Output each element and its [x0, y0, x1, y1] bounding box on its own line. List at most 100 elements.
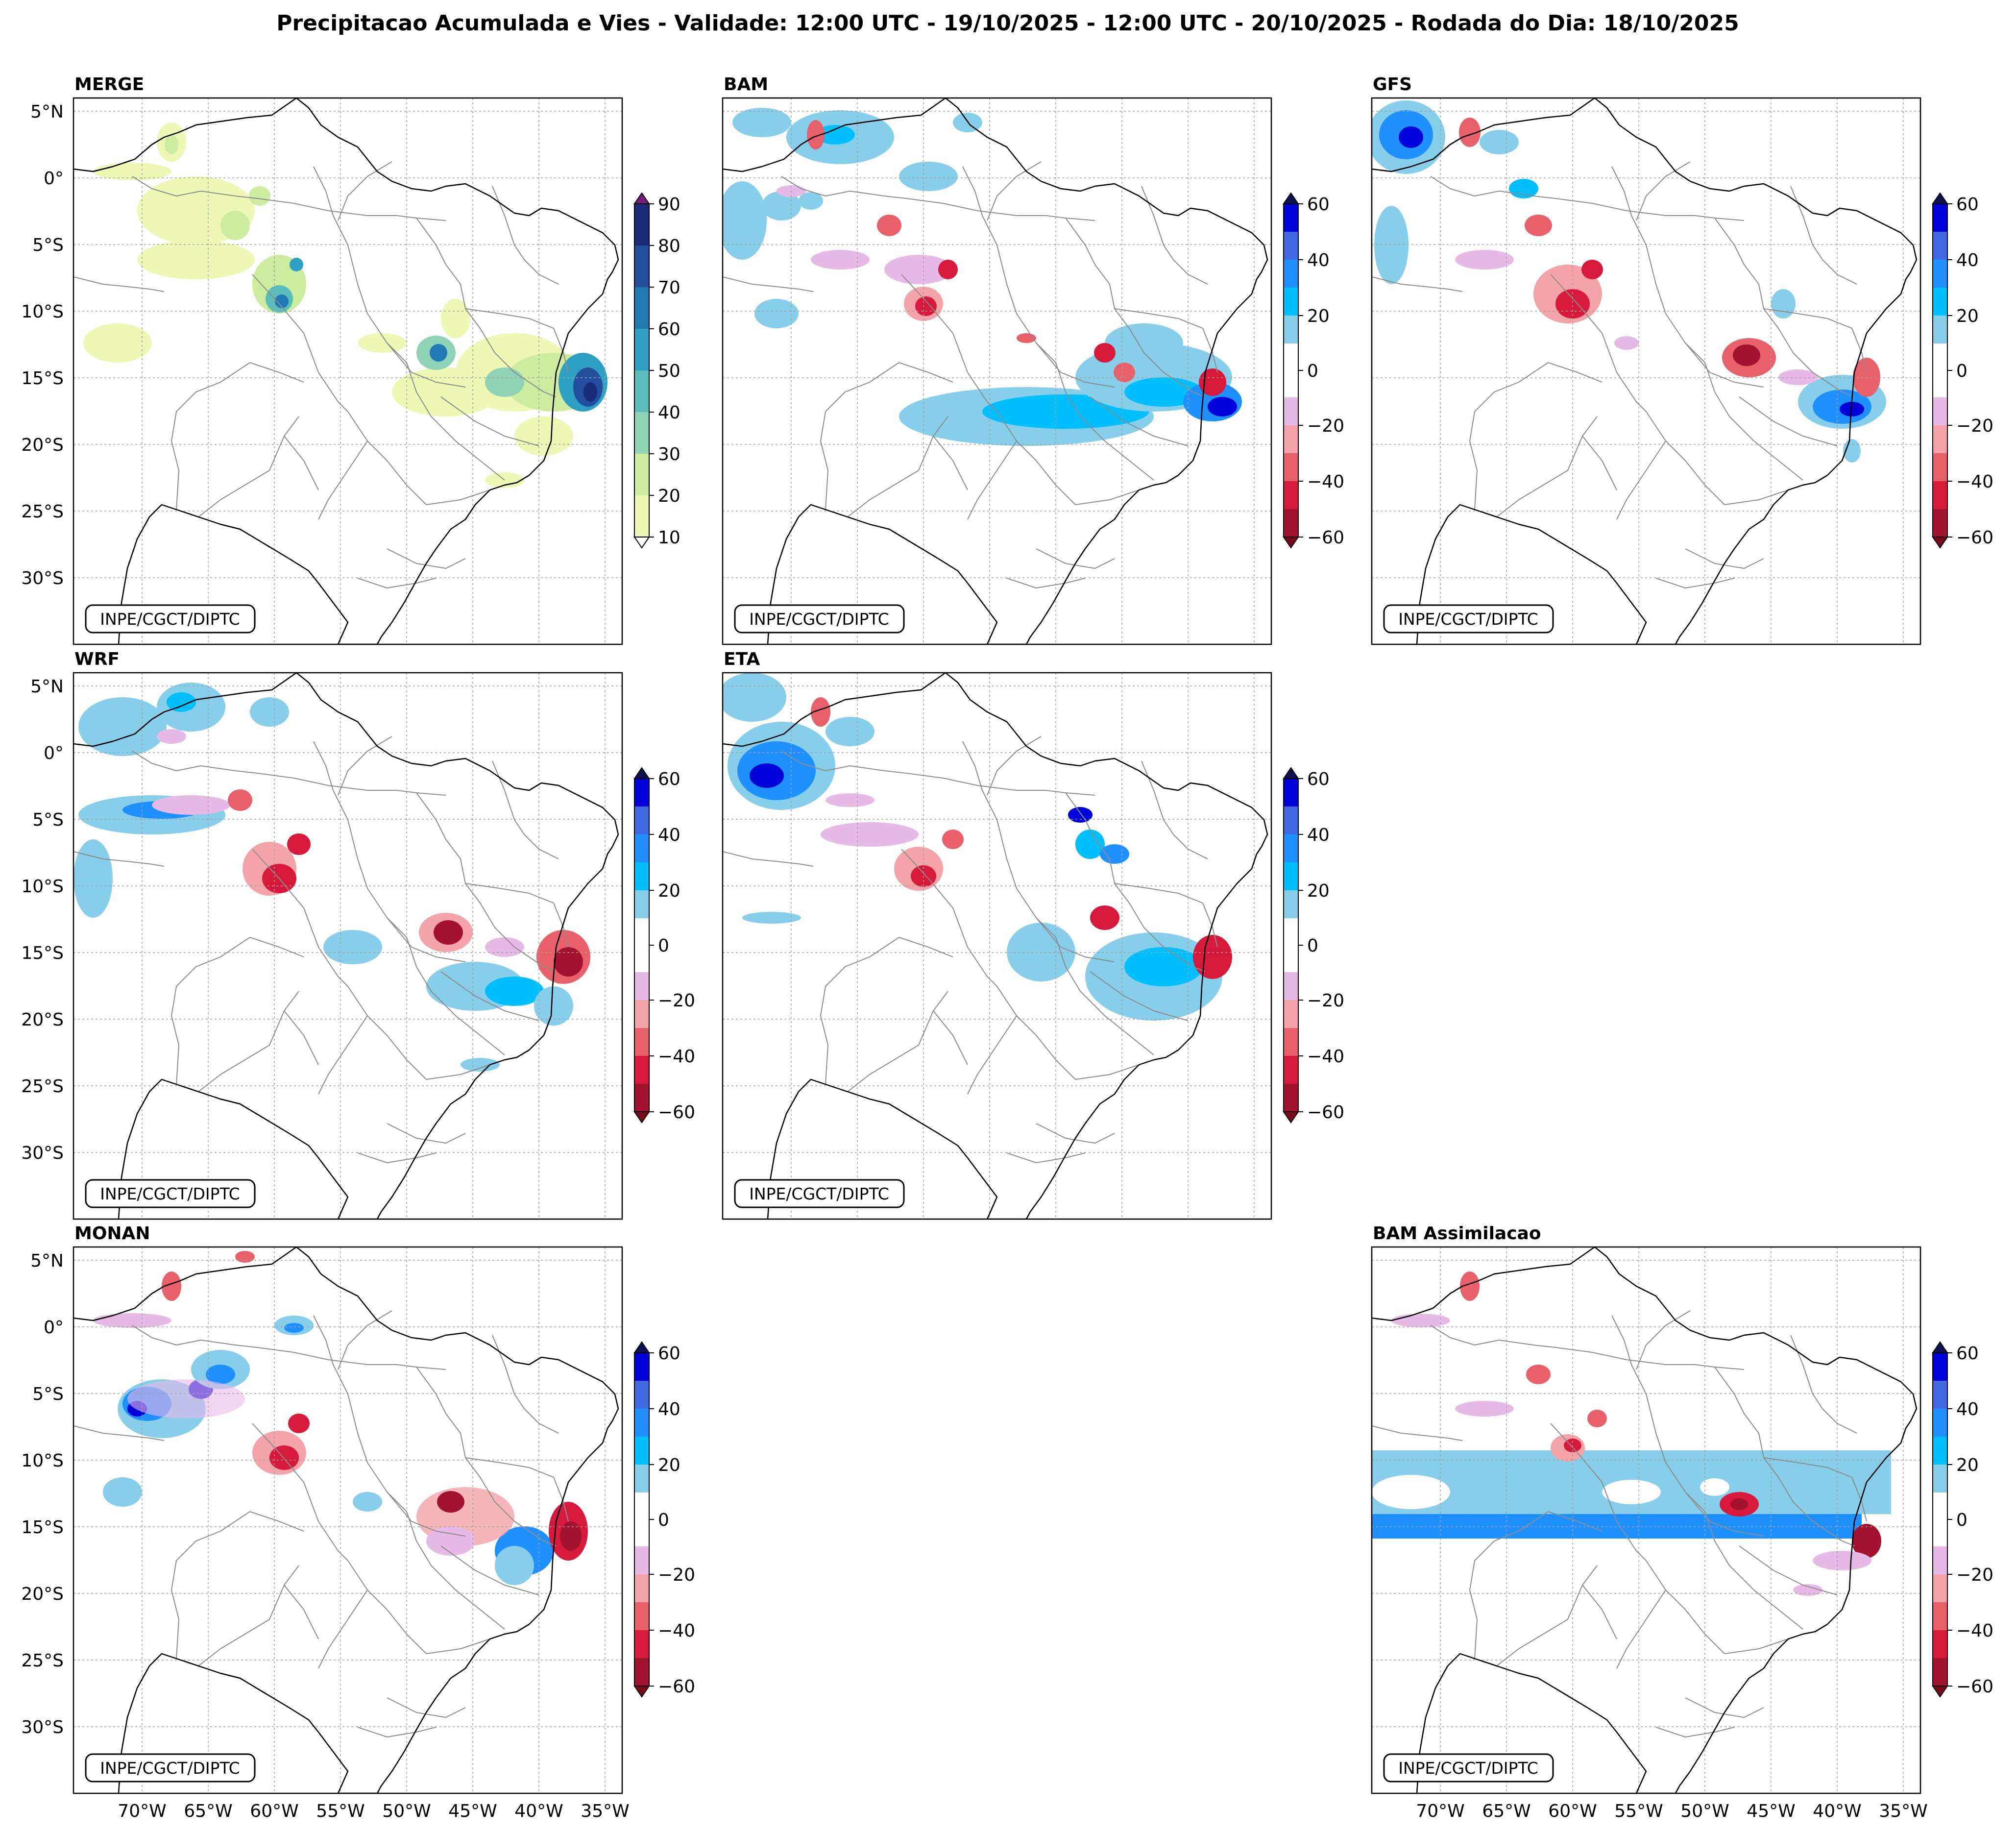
svg-text:0°: 0°: [44, 1318, 64, 1338]
colorbar-bias-wrf: 60 40 20 0 −20 −40 −60: [633, 767, 695, 1124]
bias-field-bam: [723, 108, 1242, 446]
svg-text:90: 90: [658, 195, 680, 215]
svg-text:10°S: 10°S: [21, 1451, 64, 1471]
svg-text:20: 20: [1307, 881, 1330, 901]
svg-text:65°W: 65°W: [1482, 1801, 1530, 1821]
svg-text:0: 0: [1956, 1510, 1967, 1530]
map-eta: [723, 673, 1271, 1219]
svg-text:−40: −40: [1956, 472, 1993, 492]
svg-text:25°S: 25°S: [21, 1651, 64, 1671]
svg-text:45°W: 45°W: [448, 1801, 497, 1821]
svg-text:0: 0: [1307, 361, 1318, 381]
svg-text:65°W: 65°W: [184, 1801, 232, 1821]
credit-badge-merge: INPE/CGCT/DIPTC: [85, 604, 256, 634]
gridlines-merge: [73, 98, 622, 644]
svg-text:0: 0: [1956, 361, 1967, 381]
figure-title: Precipitacao Acumulada e Vies - Validade…: [276, 11, 1739, 36]
panel-bam: BAM: [722, 74, 1344, 645]
svg-text:5°S: 5°S: [32, 810, 64, 830]
svg-text:10: 10: [658, 528, 680, 548]
gridlines-gfs: [1372, 98, 1920, 644]
svg-text:20: 20: [658, 881, 680, 901]
credit-badge-bam-assim: INPE/CGCT/DIPTC: [1383, 1753, 1554, 1783]
svg-text:55°W: 55°W: [1614, 1801, 1663, 1821]
svg-text:40: 40: [658, 1399, 680, 1419]
svg-text:−40: −40: [658, 1047, 695, 1067]
map-frame-bam-assim: [1371, 1246, 1921, 1794]
svg-text:40: 40: [1956, 1399, 1979, 1419]
svg-text:60: 60: [1956, 195, 1979, 215]
credit-badge-bam: INPE/CGCT/DIPTC: [734, 604, 905, 634]
panel-title-merge: MERGE: [74, 74, 144, 95]
svg-text:40: 40: [1307, 825, 1330, 845]
svg-text:20°S: 20°S: [21, 1584, 64, 1604]
lat-labels-monan: 5°N 0° 5°S 10°S 15°S 20°S 25°S 30°S: [21, 1251, 64, 1737]
svg-text:INPE/CGCT/DIPTC: INPE/CGCT/DIPTC: [749, 1184, 889, 1203]
panel-title-bam: BAM: [724, 74, 768, 95]
panel-eta: ETA: [722, 649, 1344, 1220]
svg-text:20°S: 20°S: [21, 435, 64, 455]
svg-text:20: 20: [658, 486, 680, 506]
panel-title-bam-assim: BAM Assimilacao: [1373, 1223, 1541, 1244]
svg-text:−40: −40: [1956, 1621, 1993, 1641]
bias-field-gfs: [1372, 100, 1886, 463]
svg-text:30°S: 30°S: [21, 1143, 64, 1163]
svg-text:40°W: 40°W: [1813, 1801, 1861, 1821]
colorbar-precip: 90 80 70 60 50 40 30 20 10: [633, 192, 680, 549]
lon-labels-monan: 70°W 65°W 60°W 55°W 50°W 45°W 40°W 35°W: [118, 1801, 629, 1821]
svg-text:20: 20: [658, 1455, 680, 1475]
svg-text:INPE/CGCT/DIPTC: INPE/CGCT/DIPTC: [100, 610, 240, 629]
svg-text:10°S: 10°S: [21, 302, 64, 322]
colorbar-under-arrow: [633, 537, 650, 549]
svg-text:60: 60: [658, 769, 680, 789]
map-frame-bam: [722, 97, 1272, 645]
svg-text:35°W: 35°W: [1879, 1801, 1927, 1821]
svg-text:−20: −20: [1307, 416, 1344, 436]
svg-text:30: 30: [658, 444, 680, 465]
svg-text:60: 60: [1956, 1344, 1979, 1364]
svg-text:−20: −20: [658, 991, 695, 1011]
svg-text:25°S: 25°S: [21, 1076, 64, 1097]
svg-text:−40: −40: [1307, 1047, 1344, 1067]
svg-text:−40: −40: [1307, 472, 1344, 492]
colorbar-bias-eta: 60 40 20 0 −20 −40 −60: [1283, 767, 1344, 1124]
precip-field-merge: [83, 122, 607, 488]
svg-text:60: 60: [1307, 195, 1330, 215]
svg-text:50°W: 50°W: [382, 1801, 431, 1821]
svg-text:40: 40: [658, 825, 680, 845]
svg-text:0: 0: [658, 1510, 669, 1530]
svg-text:0: 0: [658, 936, 669, 956]
svg-text:INPE/CGCT/DIPTC: INPE/CGCT/DIPTC: [1398, 1759, 1538, 1778]
panel-merge: MERGE: [21, 74, 680, 645]
svg-text:60°W: 60°W: [1548, 1801, 1597, 1821]
svg-text:40: 40: [1307, 250, 1330, 270]
panel-title-wrf: WRF: [74, 649, 120, 669]
svg-text:20: 20: [1956, 1455, 1979, 1475]
svg-text:40: 40: [658, 403, 680, 423]
svg-text:5°S: 5°S: [32, 1384, 64, 1404]
svg-text:30°S: 30°S: [21, 1717, 64, 1737]
map-bam: [723, 98, 1271, 644]
svg-text:5°S: 5°S: [32, 235, 64, 255]
svg-text:20: 20: [1307, 306, 1330, 326]
map-gfs: [1372, 98, 1920, 644]
map-wrf: [73, 673, 622, 1219]
svg-text:−60: −60: [658, 1102, 695, 1123]
svg-text:5°N: 5°N: [30, 102, 64, 122]
svg-text:INPE/CGCT/DIPTC: INPE/CGCT/DIPTC: [100, 1184, 240, 1203]
svg-text:10°S: 10°S: [21, 877, 64, 897]
panel-bam-assim: BAM Assimilacao: [1371, 1223, 1993, 1821]
svg-text:55°W: 55°W: [316, 1801, 364, 1821]
map-monan: [73, 1247, 622, 1793]
colorbar-over-arrow: [633, 192, 650, 204]
svg-text:80: 80: [658, 236, 680, 256]
svg-text:INPE/CGCT/DIPTC: INPE/CGCT/DIPTC: [100, 1759, 240, 1778]
svg-text:5°N: 5°N: [30, 677, 64, 697]
colorbar-precip-swatches: [634, 204, 649, 537]
colorbar-bias-monan: 60 40 20 0 −20 −40 −60: [633, 1341, 695, 1698]
svg-text:40: 40: [1956, 250, 1979, 270]
svg-text:35°W: 35°W: [581, 1801, 629, 1821]
svg-text:−20: −20: [658, 1565, 695, 1585]
svg-text:70°W: 70°W: [1416, 1801, 1464, 1821]
